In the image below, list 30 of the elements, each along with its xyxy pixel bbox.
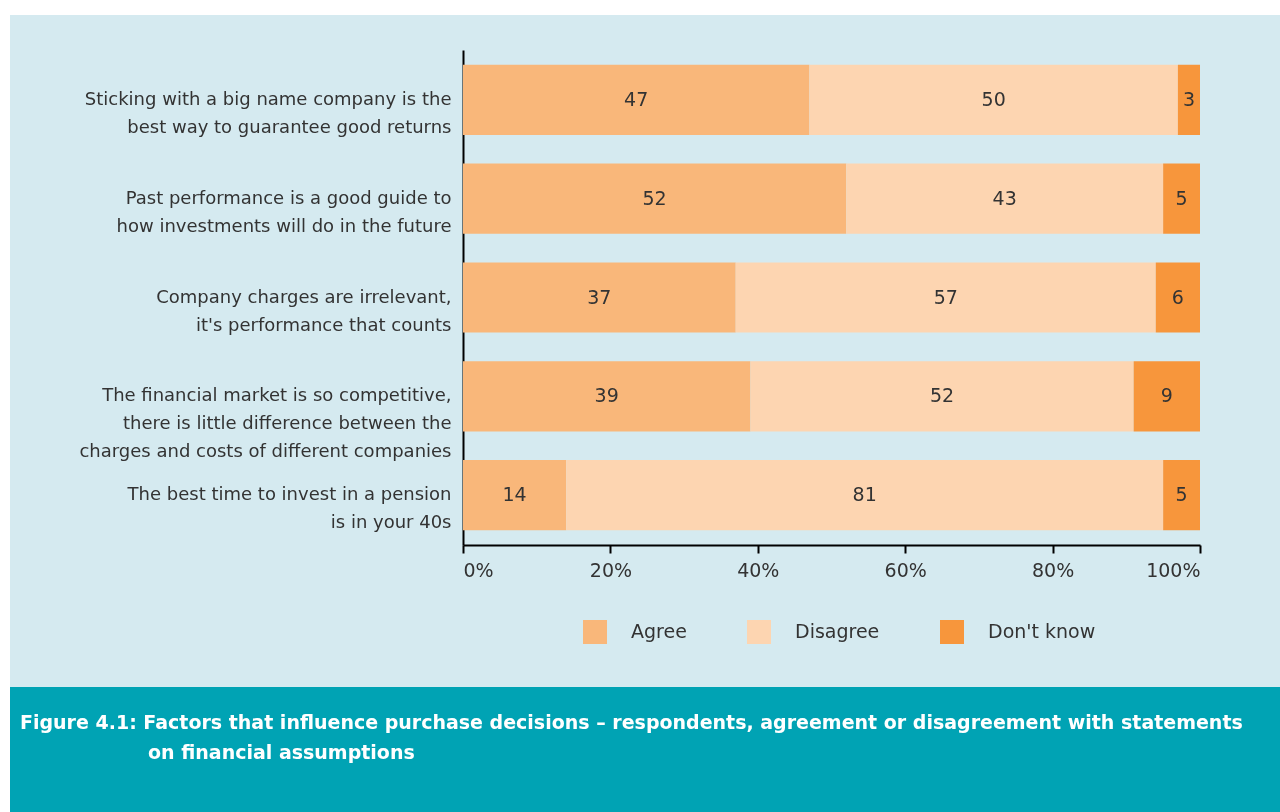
data-label: 5 <box>1175 483 1188 506</box>
data-label: 3 <box>1182 87 1195 110</box>
x-tick-label: 100% <box>1146 558 1201 581</box>
data-label: 39 <box>594 384 619 407</box>
data-label: 43 <box>992 186 1017 209</box>
x-tick-label: 80% <box>1031 558 1075 581</box>
data-label: 52 <box>642 186 667 209</box>
data-label: 57 <box>933 285 958 308</box>
legend-label: Agree <box>631 620 687 642</box>
data-label: 47 <box>624 87 649 110</box>
data-label: 50 <box>981 87 1006 110</box>
y-tick-label: Company charges are irrelevant, it's performance that counts <box>156 285 452 335</box>
y-tick-label: The financial market is so competitive, there is little difference between the charges and costs of different companies <box>79 384 452 462</box>
y-tick-label: The best time to invest in a pension is in your 40s <box>126 483 452 533</box>
x-tick-label: 60% <box>884 558 927 581</box>
data-label: 9 <box>1160 384 1173 407</box>
x-tick-label: 20% <box>589 558 633 581</box>
text: Figure 4.1: Factors that influence purchase decisions – respondents, agreement or disagreement with statements on financial assumptions <box>10 687 1280 812</box>
y-tick-label: Sticking with a big name company is the best way to guarantee good returns <box>84 87 452 137</box>
data-label: 5 <box>1175 186 1188 209</box>
x-tick-label: 0% <box>463 558 494 581</box>
data-label: 52 <box>929 384 955 407</box>
y-tick-label: Past performance is a good guide to how investments will do in the future <box>116 186 452 236</box>
data-label: 37 <box>587 285 612 308</box>
x-tick-label: 40% <box>737 558 780 581</box>
data-label: 6 <box>1171 285 1184 308</box>
data-label: 14 <box>502 483 527 506</box>
data-label: 81 <box>852 483 877 506</box>
legend-label: Disagree <box>795 620 880 642</box>
legend-label: Don't know <box>988 620 1096 642</box>
